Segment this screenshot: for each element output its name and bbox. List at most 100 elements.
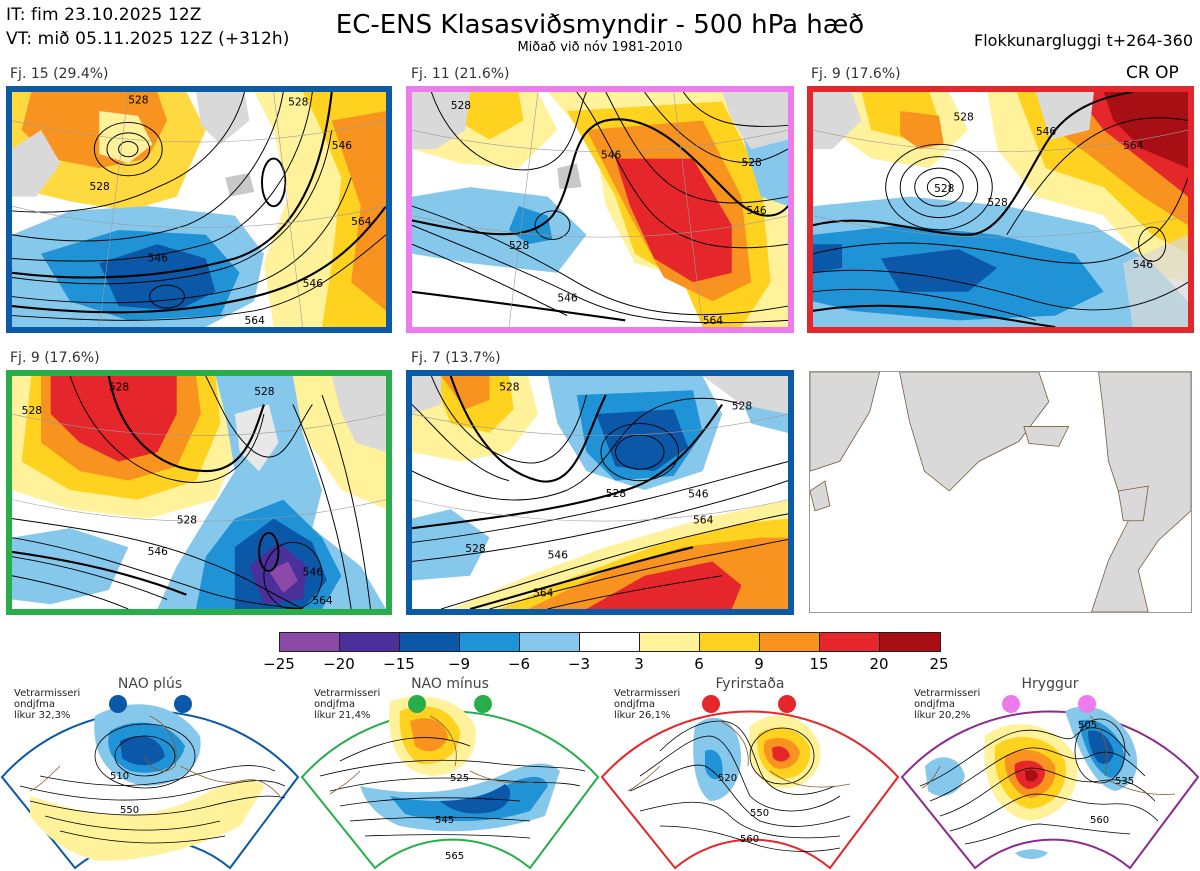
regime-nao-minus-map: 525 545 565	[300, 695, 600, 870]
regime-ridge-note: Vetrarmisseri ondjfma líkur 20,2%	[914, 688, 980, 721]
colorbar-tick: 25	[929, 655, 949, 673]
regime-ridge: 505 535 560 Hryggur Vetrarmisseri ondjfm…	[900, 676, 1200, 871]
regime-nao-plus-dot-2	[174, 695, 192, 713]
p1-contour-label-8: 564	[245, 315, 266, 327]
p3-contour-label-5: 546	[1133, 259, 1154, 271]
p3-contour-label-6: 528	[987, 197, 1007, 209]
regime-nao-minus-title: NAO mínus	[411, 676, 489, 692]
p3-contour-label-4: 564	[1123, 140, 1144, 152]
panel-3-label: Fj. 9 (17.6%)	[811, 66, 901, 82]
colorbar-segment	[880, 633, 940, 651]
regime-nao-plus-contour-label-2: 550	[120, 805, 139, 816]
cluster-map-1-plot: 528 528 546 564 546 528 546 564	[12, 92, 386, 327]
colorbar-tick: 20	[869, 655, 889, 673]
classification-window: Flokkunargluggi t+264-360	[974, 31, 1193, 50]
p2-contour-label-7: 564	[703, 315, 724, 327]
p2-contour-label-5: 546	[746, 205, 767, 217]
p5-contour-label-7: 564	[533, 588, 554, 600]
cluster-map-4: 528 528 528 546 528 546 564	[6, 370, 392, 615]
colorbar-segment	[520, 633, 580, 651]
panel-5-label: Fj. 7 (13.7%)	[411, 350, 501, 366]
empty-base-map	[809, 371, 1192, 613]
regime-nao-minus-contour-label-3: 565	[445, 851, 464, 862]
regime-blocking-dot-2	[778, 695, 796, 713]
colorbar-tick: 6	[694, 655, 704, 673]
cluster-map-4-plot: 528 528 528 546 528 546 564	[12, 376, 386, 609]
regime-nao-plus-dot-1	[109, 695, 127, 713]
regime-nao-minus-note: Vetrarmisseri ondjfma líkur 21,4%	[314, 688, 380, 721]
p2-contour-label-4: 528	[741, 157, 761, 169]
colorbar-tick: −25	[263, 655, 295, 673]
p1-contour-label-4: 564	[351, 216, 372, 228]
cluster-map-3-plot: 528 528 546 564 546 528	[813, 92, 1188, 327]
regime-note-line: ondjfma	[14, 699, 55, 710]
regime-blocking-contour-label-2: 550	[750, 808, 769, 819]
regime-ridge-title: Hryggur	[1021, 676, 1079, 692]
colorbar-segment	[460, 633, 520, 651]
p2-contour-label-6: 546	[557, 292, 578, 304]
colorbar-tick: −15	[383, 655, 415, 673]
regime-note-line: Vetrarmisseri	[14, 688, 81, 699]
regime-nao-plus-map: 510 550	[0, 695, 300, 870]
p1-contour-label-5: 546	[303, 278, 324, 290]
p1-contour-label-3: 546	[148, 252, 169, 264]
p5-contour-label-5: 528	[465, 543, 485, 555]
regime-ridge-contour-label-2: 535	[1115, 776, 1134, 787]
regime-note-line: ondjfma	[314, 699, 355, 710]
regime-nao-minus-contour-label-1: 525	[450, 773, 469, 784]
regime-nao-minus: 525 545 565 NAO mínus Vetrarmisseri ondj…	[300, 676, 600, 871]
regime-note-line: líkur 26,1%	[614, 710, 671, 721]
panel-2-label: Fj. 11 (21.6%)	[411, 66, 510, 82]
regime-note-line: Vetrarmisseri	[614, 688, 681, 699]
colorbar-segment	[760, 633, 820, 651]
p3-contour-label-1: 528	[954, 112, 974, 124]
cluster-map-1: 528 528 546 564 546 528 546 564	[6, 86, 392, 333]
p1-contour-label-6: 528	[288, 96, 308, 108]
p2-contour-label-3: 546	[601, 150, 622, 162]
p3-contour-label-2: 528	[934, 183, 954, 195]
colorbar-tick: −3	[567, 655, 591, 673]
p1-contour-label-7: 546	[332, 140, 353, 152]
colorbar-tick: −9	[447, 655, 471, 673]
p5-contour-label-1: 528	[499, 381, 519, 393]
p4-contour-label-3: 528	[254, 386, 274, 398]
regime-ridge-dot-1	[1002, 695, 1020, 713]
regime-note-line: líkur 21,4%	[314, 710, 371, 721]
regime-blocking-contour-label-1: 520	[718, 773, 737, 784]
colorbar-segment	[700, 633, 760, 651]
p5-contour-label-3: 528	[606, 488, 626, 500]
p1-contour-label-2: 528	[90, 181, 110, 193]
regime-note-line: ondjfma	[614, 699, 655, 710]
cluster-map-2-plot: 528 528 546 528 546 546 564	[412, 92, 788, 327]
colorbar-segment	[640, 633, 700, 651]
panel-1-label: Fj. 15 (29.4%)	[10, 66, 109, 82]
regime-ridge-contour-label-3: 560	[1090, 815, 1109, 826]
p5-contour-label-8: 564	[693, 514, 714, 526]
p5-contour-label-6: 546	[548, 550, 569, 562]
colorbar-tick: 15	[809, 655, 829, 673]
regime-note-line: Vetrarmisseri	[314, 688, 381, 699]
regime-nao-minus-dot-1	[408, 695, 426, 713]
colorbar-segment	[280, 633, 340, 651]
regime-nao-plus-contour-label-1: 510	[110, 771, 129, 782]
colorbar-segment	[580, 633, 640, 651]
page-subtitle: Miðað við nóv 1981-2010	[517, 40, 683, 55]
cluster-map-2: 528 528 546 528 546 546 564	[406, 86, 794, 333]
cluster-map-3: 528 528 546 564 546 528	[807, 86, 1194, 333]
cr-op-label: CR OP	[1126, 63, 1179, 83]
regime-note-line: Vetrarmisseri	[914, 688, 981, 699]
p1-contour-label-1: 528	[128, 94, 148, 106]
regime-note-line: ondjfma	[914, 699, 955, 710]
p4-contour-label-1: 528	[22, 405, 42, 417]
p4-contour-label-5: 528	[177, 514, 197, 526]
anomaly-colorbar	[279, 632, 941, 652]
colorbar-tick: 3	[634, 655, 644, 673]
colorbar-tick: 9	[754, 655, 764, 673]
regime-ridge-contour-label-1: 505	[1078, 720, 1097, 731]
regime-blocking-title: Fyrirstaða	[715, 676, 785, 692]
cluster-map-5-plot: 528 528 528 546 528 546 564 564	[412, 376, 788, 609]
p3-contour-label-3: 546	[1036, 126, 1057, 138]
regime-nao-plus-title: NAO plús	[117, 676, 183, 692]
regime-ridge-dot-2	[1078, 695, 1096, 713]
panel-4-label: Fj. 9 (17.6%)	[10, 350, 100, 366]
